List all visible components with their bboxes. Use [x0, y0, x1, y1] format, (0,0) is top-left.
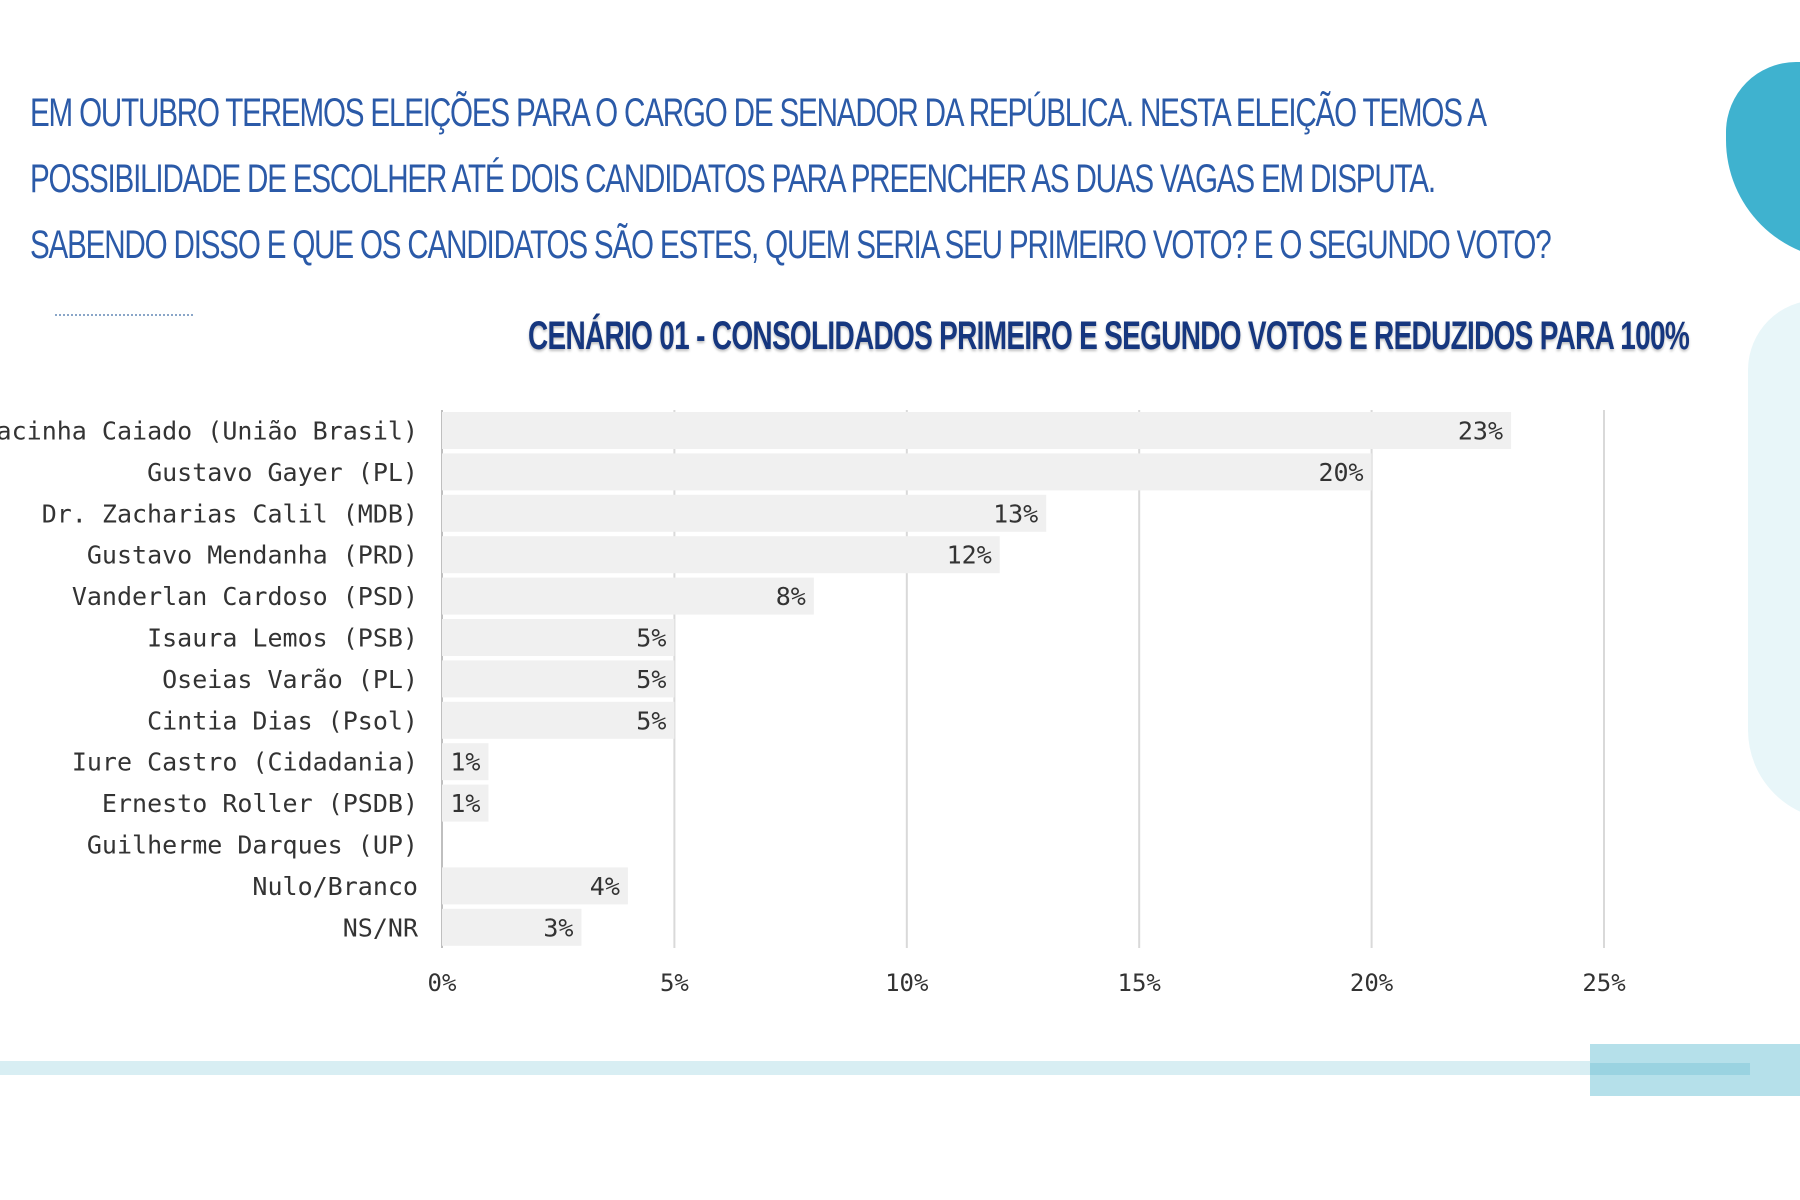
bar [442, 536, 1000, 574]
bar [442, 867, 628, 905]
decorative-bottom-band [0, 1061, 1800, 1075]
chart-title: CENÁRIO 01 - CONSOLIDADOS PRIMEIRO E SEG… [528, 314, 1690, 358]
data-label: 3% [543, 913, 573, 942]
category-label: Isaura Lemos (PSB) [147, 624, 418, 653]
data-label: 20% [1318, 458, 1363, 487]
category-labels: Gracinha Caiado (União Brasil) Gustavo Ga… [0, 417, 419, 943]
category-label: Nulo/Branco [252, 872, 418, 901]
category-label: Gustavo Mendanha (PRD) [87, 541, 418, 570]
data-label: 12% [947, 541, 992, 570]
data-label: 1% [450, 748, 480, 777]
bar [442, 660, 675, 698]
category-label: Vanderlan Cardoso (PSD) [72, 582, 418, 611]
category-label: Iure Castro (Cidadania) [72, 748, 418, 777]
bar [442, 908, 582, 946]
data-label: 5% [636, 665, 666, 694]
category-label: Oseias Varão (PL) [162, 665, 418, 694]
bar [442, 412, 1512, 449]
data-label: 13% [993, 499, 1038, 528]
decorative-bottom-block-inner [1590, 1063, 1750, 1075]
decorative-light-shape [1748, 300, 1800, 820]
bar [442, 743, 489, 781]
data-label: 5% [636, 706, 666, 735]
category-label: NS/NR [343, 913, 419, 942]
bar [442, 619, 675, 656]
bar [442, 784, 489, 822]
bars [442, 412, 1512, 946]
category-label: Gustavo Gayer (PL) [147, 458, 418, 487]
bar [442, 577, 814, 615]
data-label: 1% [450, 789, 480, 818]
bar [442, 494, 1047, 532]
category-label: Cintia Dias (Psol) [147, 706, 418, 735]
category-label: Dr. Zacharias Calil (MDB) [42, 499, 418, 528]
bar [442, 453, 1372, 491]
data-label: 5% [636, 624, 666, 653]
category-label: Gracinha Caiado (União Brasil) [0, 417, 418, 446]
data-label: 8% [776, 582, 806, 611]
x-tick-label: 25% [1582, 969, 1626, 997]
x-tick-label: 5% [660, 969, 689, 997]
decorative-dotted-rule [55, 314, 193, 316]
x-tick-label: 20% [1350, 969, 1394, 997]
bar [442, 701, 675, 739]
x-tick-label: 0% [428, 969, 457, 997]
x-tick-label: 15% [1118, 969, 1162, 997]
data-labels: 23% 20% 13%12% 8% 5% 5% 5% 1% 1% 4% 3% [450, 417, 1503, 943]
category-label: Ernesto Roller (PSDB) [102, 789, 418, 818]
data-label: 23% [1458, 417, 1503, 446]
data-label: 4% [590, 872, 620, 901]
x-axis-ticks: 0% 5% 10% 15% 20% 25% [428, 969, 1627, 997]
category-label: Guilherme Darques (UP) [87, 831, 418, 860]
x-tick-label: 10% [885, 969, 929, 997]
